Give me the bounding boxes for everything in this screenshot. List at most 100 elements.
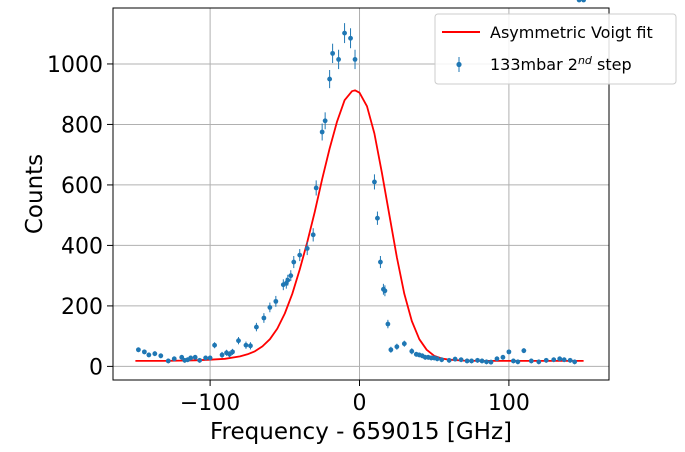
y-tick-label: 400 <box>61 234 103 259</box>
data-point <box>488 359 494 365</box>
data-point <box>273 295 279 307</box>
point-marker <box>394 344 400 350</box>
data-point <box>469 358 474 364</box>
point-marker <box>254 324 259 330</box>
data-point <box>304 241 310 256</box>
data-point <box>506 349 512 355</box>
y-tick-label: 1000 <box>47 53 103 78</box>
legend-points-label-base: 133mbar 2 <box>490 55 578 74</box>
data-point <box>236 337 241 345</box>
data-point <box>207 355 213 361</box>
legend: Asymmetric Voigt fit 133mbar 2nd step <box>434 13 677 85</box>
legend-points-label: 133mbar 2nd step <box>490 54 632 75</box>
data-point <box>152 351 158 357</box>
y-tick-label: 800 <box>61 113 103 138</box>
data-point <box>581 0 587 3</box>
y-tick-label: 0 <box>89 355 103 380</box>
data-point <box>146 352 152 358</box>
data-points-layer <box>135 0 587 365</box>
x-axis-label: Frequency - 659015 [GHz] <box>210 419 512 445</box>
point-marker <box>319 129 325 135</box>
data-point <box>515 359 521 365</box>
data-point <box>543 357 549 363</box>
data-point <box>230 348 235 355</box>
data-point <box>536 359 542 365</box>
point-marker <box>288 273 294 279</box>
point-marker <box>248 343 253 349</box>
legend-fit-label: Asymmetric Voigt fit <box>490 23 653 42</box>
data-point <box>572 359 578 365</box>
point-marker <box>439 357 445 363</box>
legend-box <box>434 13 677 85</box>
point-marker <box>372 179 377 185</box>
data-point <box>310 228 316 242</box>
data-point <box>203 355 209 361</box>
legend-points-label-superscript: nd <box>578 54 593 67</box>
data-point <box>375 211 380 225</box>
data-point <box>475 357 480 363</box>
data-point <box>319 123 325 141</box>
data-point <box>521 348 527 354</box>
point-marker <box>385 321 391 327</box>
point-marker <box>297 252 303 258</box>
data-point <box>388 346 394 353</box>
point-marker <box>322 118 328 124</box>
data-point <box>285 274 291 286</box>
point-marker <box>310 232 316 238</box>
data-point <box>291 256 297 269</box>
point-marker <box>494 356 500 362</box>
data-point <box>551 357 557 363</box>
data-point <box>557 356 563 362</box>
point-marker <box>557 356 563 362</box>
point-marker <box>484 359 489 365</box>
data-point <box>434 356 440 362</box>
point-marker <box>304 246 310 251</box>
data-point <box>243 341 249 349</box>
point-marker <box>452 356 458 362</box>
point-marker <box>500 354 506 360</box>
data-point <box>382 285 388 297</box>
point-marker <box>528 358 534 364</box>
y-tick-label: 600 <box>61 174 103 199</box>
point-marker <box>378 259 383 265</box>
data-point <box>165 358 171 364</box>
data-point <box>348 28 353 49</box>
data-point <box>158 353 164 359</box>
point-marker <box>135 347 141 353</box>
point-marker <box>197 357 203 363</box>
data-point <box>409 348 415 355</box>
data-point <box>254 322 259 332</box>
point-marker <box>219 352 225 358</box>
point-marker <box>212 342 217 348</box>
data-point <box>458 357 464 363</box>
point-marker <box>551 357 557 363</box>
y-tick-label: 200 <box>61 295 103 320</box>
data-point <box>561 357 567 363</box>
data-point <box>179 354 185 360</box>
data-point <box>464 358 470 364</box>
data-point <box>267 302 273 313</box>
data-point <box>219 351 225 358</box>
point-marker <box>330 50 336 56</box>
point-marker <box>236 338 241 344</box>
point-marker <box>146 352 152 358</box>
data-point <box>452 356 458 362</box>
point-marker <box>261 315 267 321</box>
point-marker <box>388 347 394 353</box>
data-point <box>297 249 303 262</box>
data-point <box>510 358 516 364</box>
axes-frame <box>112 7 610 381</box>
point-marker <box>188 355 194 361</box>
point-marker <box>382 288 388 294</box>
data-point <box>484 359 489 365</box>
point-marker <box>285 277 291 283</box>
point-marker <box>488 359 494 365</box>
legend-points-label-tail: step <box>592 55 632 74</box>
point-marker <box>342 30 347 36</box>
point-marker <box>515 359 521 365</box>
data-point <box>171 356 177 362</box>
data-point <box>494 356 500 362</box>
data-point <box>248 342 253 350</box>
data-point <box>313 180 319 196</box>
